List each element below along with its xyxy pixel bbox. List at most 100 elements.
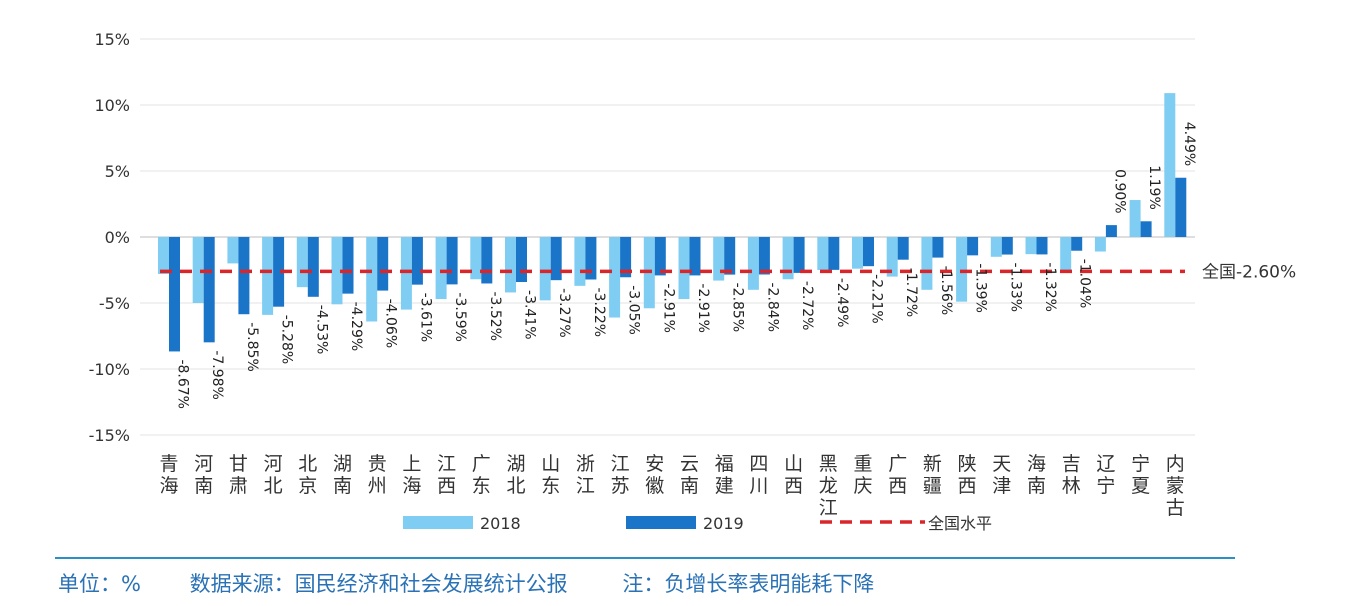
data-label-2019: 4.49% bbox=[1181, 122, 1197, 166]
legend-swatch-2019 bbox=[626, 516, 696, 529]
data-label-2019: -1.72% bbox=[903, 268, 919, 318]
data-label-2019: -1.04% bbox=[1077, 259, 1093, 309]
bar-2019 bbox=[1175, 177, 1187, 237]
bar-2018 bbox=[609, 237, 621, 318]
x-category-label: 山东 bbox=[541, 453, 560, 497]
bar-2019 bbox=[758, 237, 770, 275]
data-label-2019: -3.22% bbox=[591, 288, 607, 338]
x-category-label: 江苏 bbox=[611, 453, 630, 497]
x-category-label: 广东 bbox=[472, 453, 491, 497]
bar-2018 bbox=[158, 237, 169, 274]
bar-2018 bbox=[990, 237, 1002, 257]
bar-2019 bbox=[828, 237, 840, 270]
x-category-label: 上海 bbox=[402, 453, 421, 497]
data-label-2019: -3.27% bbox=[556, 288, 572, 338]
x-category-label: 重庆 bbox=[853, 453, 872, 497]
data-label-2019: -2.21% bbox=[869, 274, 885, 324]
x-category-label: 青海 bbox=[159, 453, 178, 497]
legend-swatch-2018 bbox=[403, 516, 473, 529]
national-level-line-group: 全国-2.60% bbox=[160, 262, 1296, 282]
data-label-2019: -3.59% bbox=[452, 292, 468, 342]
bar-2019 bbox=[793, 237, 805, 273]
bar-2019 bbox=[377, 237, 389, 291]
x-category-label: 湖北 bbox=[506, 453, 525, 497]
national-level-label: 全国-2.60% bbox=[1202, 262, 1296, 282]
bar-2018 bbox=[296, 237, 308, 288]
bar-2019 bbox=[516, 237, 527, 283]
bar-2019 bbox=[863, 237, 874, 267]
x-category-label: 贵州 bbox=[368, 453, 387, 497]
bar-2019 bbox=[342, 237, 354, 294]
y-tick-label: -15% bbox=[89, 426, 130, 445]
data-label-2019: -2.72% bbox=[799, 281, 815, 331]
data-label-2019: -2.85% bbox=[730, 283, 746, 333]
x-category-label: 新疆 bbox=[923, 453, 942, 497]
bar-2018 bbox=[366, 237, 378, 322]
bar-2018 bbox=[435, 237, 447, 300]
bar-2019 bbox=[446, 237, 458, 285]
x-category-label: 辽宁 bbox=[1096, 453, 1115, 497]
bar-2019 bbox=[654, 237, 666, 276]
bar-2018 bbox=[1025, 237, 1037, 255]
data-label-2019: -1.33% bbox=[1007, 263, 1023, 313]
data-label-2019: -5.28% bbox=[279, 315, 295, 365]
y-axis: 15% 10% 5% 0% -5% -10% -15% bbox=[89, 30, 130, 445]
bar-2018 bbox=[227, 237, 239, 264]
x-category-label: 云南 bbox=[680, 453, 699, 497]
data-label-2019: -4.53% bbox=[313, 305, 329, 355]
bar-chart: 15% 10% 5% 0% -5% -10% -15% 全国-2.60% -8.67% -7.… bbox=[89, 30, 1296, 533]
bar-2018 bbox=[1094, 237, 1106, 252]
bar-2019 bbox=[1001, 237, 1013, 255]
bar-2019 bbox=[1140, 221, 1152, 237]
x-category-label: 海南 bbox=[1027, 453, 1046, 497]
bar-2019 bbox=[689, 237, 701, 276]
y-tick-label: 0% bbox=[105, 228, 130, 247]
bar-2019 bbox=[169, 237, 180, 352]
x-category-label: 陕西 bbox=[958, 453, 977, 497]
bar-2018 bbox=[470, 237, 482, 280]
bar-2019 bbox=[967, 237, 979, 256]
footer-source: 数据来源：国民经济和社会发展统计公报 bbox=[189, 572, 568, 596]
bar-2018 bbox=[1060, 237, 1072, 270]
x-category-label: 浙江 bbox=[576, 453, 595, 497]
data-label-2019: 1.19% bbox=[1146, 165, 1162, 209]
data-label-2019: -4.29% bbox=[348, 302, 364, 352]
x-category-label: 四川 bbox=[749, 453, 768, 497]
data-label-2019: -2.91% bbox=[660, 283, 676, 333]
data-label-2019: 0.90% bbox=[1111, 169, 1127, 213]
x-category-label: 河北 bbox=[264, 453, 283, 497]
bar-2019 bbox=[932, 237, 944, 258]
x-category-label: 河南 bbox=[194, 453, 213, 497]
y-tick-label: 10% bbox=[94, 96, 130, 115]
bars bbox=[158, 93, 1187, 352]
bar-2019 bbox=[481, 237, 493, 284]
footer-unit: 单位：% bbox=[58, 572, 141, 596]
bar-2018 bbox=[1164, 93, 1176, 238]
bar-2018 bbox=[262, 237, 274, 315]
data-label-2019: -2.49% bbox=[834, 278, 850, 328]
bar-2019 bbox=[203, 237, 215, 343]
data-label-2019: -3.41% bbox=[522, 290, 538, 340]
bar-2019 bbox=[411, 237, 423, 285]
data-label-2019: -1.39% bbox=[973, 263, 989, 313]
data-label-2019: -1.32% bbox=[1042, 262, 1058, 312]
bar-2019 bbox=[724, 237, 736, 275]
data-label-2019: -1.56% bbox=[938, 266, 954, 316]
data-label-2019: -4.06% bbox=[383, 299, 399, 349]
bar-2018 bbox=[886, 237, 898, 277]
data-label-2019: -5.85% bbox=[244, 322, 260, 372]
bar-2019 bbox=[1071, 237, 1083, 251]
footer: 单位：% 数据来源：国民经济和社会发展统计公报 注：负增长率表明能耗下降 bbox=[58, 568, 874, 598]
x-category-label: 天津 bbox=[992, 453, 1011, 497]
bar-2019 bbox=[1036, 237, 1048, 255]
footer-note: 注：负增长率表明能耗下降 bbox=[622, 572, 875, 596]
bar-2018 bbox=[539, 237, 551, 301]
x-category-label: 安徽 bbox=[645, 453, 664, 497]
bar-2018 bbox=[956, 237, 968, 302]
x-category-label: 宁夏 bbox=[1131, 453, 1150, 497]
x-category-label: 山西 bbox=[784, 453, 803, 497]
legend: 2018 2019 全国水平 bbox=[403, 514, 992, 533]
x-category-label: 内蒙古 bbox=[1166, 453, 1185, 519]
x-category-label: 广西 bbox=[888, 453, 907, 497]
bar-2018 bbox=[331, 237, 343, 305]
